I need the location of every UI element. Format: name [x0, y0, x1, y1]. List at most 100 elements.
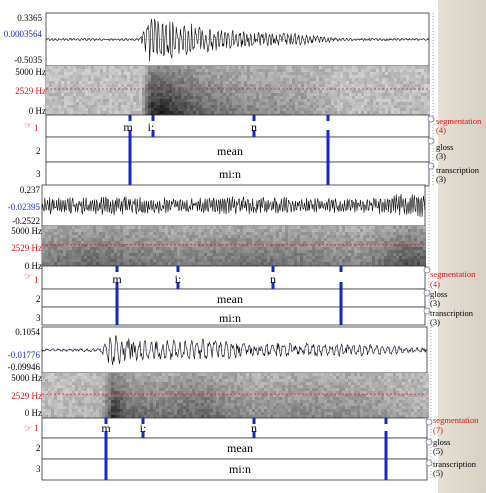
tier-row: [45, 161, 430, 187]
tier-count-transcription: (3): [436, 174, 446, 184]
segment-label-m[interactable]: m: [101, 421, 111, 435]
tier-circle-marker: [423, 289, 431, 297]
segment-boundary-tick: [339, 266, 343, 272]
segment-boundary-tick: [115, 266, 119, 272]
tier-count-transcription: (3): [430, 317, 440, 327]
tier-number-1[interactable]: 1: [34, 423, 39, 433]
gloss-text[interactable]: mean: [217, 144, 243, 158]
tier-count-segmentation: (4): [436, 125, 446, 135]
gloss-text[interactable]: mean: [217, 292, 243, 306]
spectrogram-mid-label: 2529 Hz: [11, 391, 42, 401]
pointer-icon: ☞: [24, 272, 32, 282]
tier-number-2[interactable]: 2: [36, 146, 41, 156]
tier-number-2[interactable]: 2: [36, 443, 41, 453]
word-boundary-line: [104, 431, 108, 480]
spectrogram-texture: [42, 373, 429, 418]
tier-row: [45, 114, 430, 138]
spectrogram-bottom-label: 0 Hz: [24, 261, 42, 271]
segment-boundary-tick: [271, 266, 275, 272]
tier-name-transcription[interactable]: transcription: [430, 308, 473, 318]
waveform-trace: [41, 335, 428, 366]
segment-label-i[interactable]: i:: [174, 272, 182, 286]
spectrogram-texture: [46, 66, 430, 117]
tier-row: [41, 265, 426, 290]
transcription-text[interactable]: mi:n: [218, 311, 242, 325]
segment-boundary-tick: [151, 130, 155, 137]
tier-circle-marker: [425, 418, 433, 426]
tier-name-segmentation[interactable]: segmentation: [433, 415, 479, 425]
tier-row: [45, 136, 430, 163]
spectrogram-bottom-label: 0 Hz: [24, 408, 42, 418]
tier-row: [41, 458, 428, 481]
tier-number-2[interactable]: 2: [36, 294, 41, 304]
gloss-text[interactable]: mean: [227, 441, 253, 455]
segment-boundary-tick: [252, 115, 256, 121]
waveform-min-label: -0.2522: [12, 216, 40, 226]
tier-count-gloss: (3): [436, 151, 446, 161]
transcription-text[interactable]: mi:n: [218, 167, 242, 181]
waveform-mid-label: -0.02395: [7, 202, 40, 212]
tier-number-1[interactable]: 1: [34, 123, 39, 133]
word-boundary-line: [384, 431, 388, 480]
tier-circle-marker: [423, 307, 431, 315]
right-sidebar: [438, 0, 486, 493]
tier-name-gloss[interactable]: gloss: [430, 289, 448, 299]
tier-name-gloss[interactable]: gloss: [433, 437, 451, 447]
tier-name-segmentation[interactable]: segmentation: [436, 116, 482, 126]
spectrogram-texture: [42, 226, 426, 268]
tier-count-gloss: (3): [430, 298, 440, 308]
waveform-max-label: 0.1054: [15, 327, 40, 337]
tier-number-3[interactable]: 3: [36, 464, 41, 474]
segment-boundary-tick: [252, 130, 256, 137]
spectrogram-mid-label: 2529 Hz: [15, 86, 46, 96]
tier-name-gloss[interactable]: gloss: [436, 142, 454, 152]
segment-boundary-tick: [252, 431, 256, 438]
tier-name-segmentation[interactable]: segmentation: [430, 269, 476, 279]
tier-circle-marker: [425, 459, 433, 467]
segment-boundary-tick: [176, 266, 180, 272]
tier-circle-marker: [427, 137, 435, 145]
tier-circle-marker: [423, 266, 431, 274]
pointer-icon: ☞: [24, 121, 32, 131]
segment-label-m[interactable]: m: [112, 272, 122, 286]
segment-boundary-tick: [271, 282, 275, 289]
segment-label-n[interactable]: n: [251, 421, 257, 435]
tier-row: [41, 417, 428, 439]
waveform-min-label: -0.09946: [7, 362, 40, 372]
segment-boundary-tick: [384, 418, 388, 424]
sound-panel: ☞: [24, 12, 435, 187]
tier-name-transcription[interactable]: transcription: [436, 165, 479, 175]
waveform-max-label: 0.3365: [17, 13, 42, 23]
segment-label-m[interactable]: m: [123, 120, 133, 134]
transcription-text[interactable]: mi:n: [228, 462, 252, 476]
segment-label-n[interactable]: n: [270, 272, 276, 286]
tier-count-gloss: (5): [433, 446, 443, 456]
segment-boundary-tick: [128, 115, 132, 121]
waveform-mid-label: 0.0003564: [3, 29, 42, 39]
pointer-icon: ☞: [24, 424, 32, 434]
spectrogram-top-label: 5000 Hz: [11, 373, 42, 383]
segment-boundary-tick: [176, 282, 180, 289]
tier-number-3[interactable]: 3: [36, 313, 41, 323]
tier-number-3[interactable]: 3: [36, 169, 41, 179]
tier-name-transcription[interactable]: transcription: [433, 459, 476, 469]
segment-boundary-tick: [326, 115, 330, 121]
word-boundary-line: [115, 282, 119, 325]
waveform-trace: [41, 194, 426, 217]
waveform-max-label: 0.237: [19, 185, 40, 195]
segment-label-i[interactable]: i:: [147, 120, 155, 134]
tier-circle-marker: [427, 162, 435, 170]
segment-label-n[interactable]: n: [251, 120, 257, 134]
word-boundary-line: [128, 130, 132, 186]
sound-panel: ☞: [24, 184, 431, 326]
tier-row: [41, 306, 426, 326]
tier-count-segmentation: (7): [433, 425, 443, 435]
tier-number-1[interactable]: 1: [34, 275, 39, 285]
tier-count-segmentation: (4): [430, 279, 440, 289]
segment-label-i[interactable]: i:: [139, 421, 147, 435]
word-boundary-line: [326, 130, 330, 186]
waveform-min-label: -0.5035: [14, 55, 42, 65]
spectrogram-top-label: 5000 Hz: [15, 67, 46, 77]
spectrogram-top-label: 5000 Hz: [11, 226, 42, 236]
spectrogram-bottom-label: 0 Hz: [28, 106, 46, 116]
